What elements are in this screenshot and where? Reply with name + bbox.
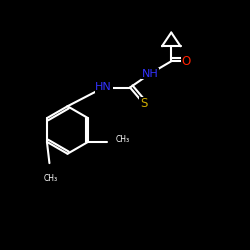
Text: CH₃: CH₃ bbox=[116, 135, 130, 144]
Text: CH₃: CH₃ bbox=[44, 174, 58, 182]
Text: HN: HN bbox=[96, 82, 112, 92]
Text: NH: NH bbox=[142, 69, 158, 79]
Text: O: O bbox=[182, 55, 191, 68]
Text: S: S bbox=[140, 97, 147, 110]
